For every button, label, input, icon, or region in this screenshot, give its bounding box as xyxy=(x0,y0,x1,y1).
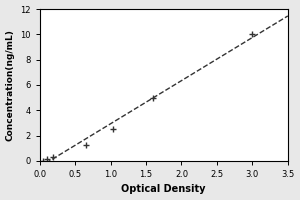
Y-axis label: Concentration(ng/mL): Concentration(ng/mL) xyxy=(6,29,15,141)
X-axis label: Optical Density: Optical Density xyxy=(122,184,206,194)
